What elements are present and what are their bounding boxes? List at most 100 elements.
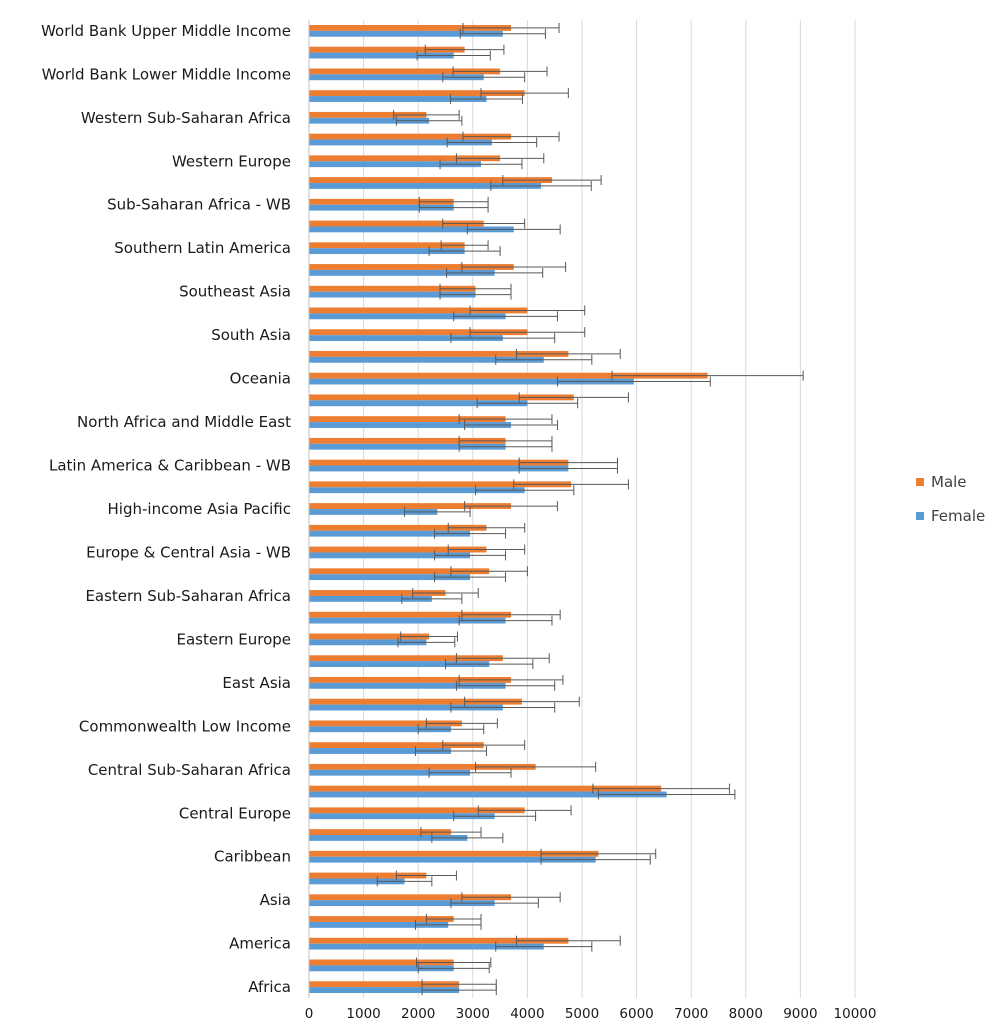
bar-female xyxy=(309,356,544,363)
error-bar-female xyxy=(476,398,579,409)
bar-female xyxy=(309,769,471,776)
bar-female xyxy=(309,943,544,950)
bar-female xyxy=(309,139,492,146)
bar-male xyxy=(309,177,552,183)
category-label: Europe & Central Asia - WB xyxy=(86,543,291,561)
error-bar-male xyxy=(464,501,558,512)
x-tick-labels: 0 1000 2000 3000 4000 5000 6000 7000 8000 9000 100… xyxy=(305,1006,877,1022)
bar-male xyxy=(309,568,490,575)
error-bar-female xyxy=(453,311,558,322)
bar-female xyxy=(309,791,667,798)
error-bar-male xyxy=(462,22,560,33)
x-tick-label: 10000 xyxy=(834,1006,877,1022)
error-bar-male xyxy=(442,218,526,229)
error-bar-male xyxy=(440,240,489,251)
bar-female xyxy=(309,595,432,602)
bar-female xyxy=(309,813,495,820)
error-bar-female xyxy=(464,420,558,431)
bar-female xyxy=(309,313,506,320)
x-tick-label: 7000 xyxy=(674,1006,708,1022)
error-bar-female xyxy=(446,137,538,148)
error-bar-female xyxy=(421,985,497,996)
category-label: Southeast Asia xyxy=(179,283,291,301)
category-label: Southern Latin America xyxy=(114,239,291,257)
x-tick-label: 0 xyxy=(305,1006,314,1022)
error-bar-male xyxy=(450,566,528,577)
category-labels: World Bank Upper Middle Income World Bank… xyxy=(41,22,291,996)
bar-male xyxy=(309,372,708,379)
error-bar-female xyxy=(395,115,463,126)
error-bar-male xyxy=(447,522,526,533)
error-bar-male xyxy=(455,153,545,164)
error-bar-female xyxy=(442,72,526,83)
bar-male xyxy=(309,829,451,835)
bar-male xyxy=(309,763,536,770)
bar-male xyxy=(309,807,525,814)
error-bar-male xyxy=(475,761,597,772)
error-bar-male xyxy=(393,109,460,120)
error-bar-female xyxy=(449,94,523,105)
category-label: South Asia xyxy=(211,326,291,344)
bar-female xyxy=(309,682,506,689)
bar-female xyxy=(309,400,528,407)
x-tick-label: 6000 xyxy=(619,1006,653,1022)
error-bar-female xyxy=(417,963,490,974)
bar-female xyxy=(309,248,465,255)
bar-female xyxy=(309,530,471,537)
bar-female xyxy=(309,748,451,754)
bar-female xyxy=(309,422,512,428)
error-bar-female xyxy=(414,919,482,930)
legend-swatch-male xyxy=(916,478,924,486)
bar-male xyxy=(309,198,454,205)
bar-male xyxy=(309,590,446,596)
category-label: High-income Asia Pacific xyxy=(108,500,291,518)
bar-male xyxy=(309,285,476,292)
legend-label-female: Female xyxy=(931,507,985,525)
error-bar-male xyxy=(424,44,505,55)
bar-female xyxy=(309,465,569,472)
bar-male xyxy=(309,503,512,509)
category-label: America xyxy=(229,935,291,953)
bar-female xyxy=(309,487,525,494)
error-bar-female xyxy=(459,28,546,39)
bar-male xyxy=(309,676,512,683)
error-bar-male xyxy=(515,935,621,946)
error-bar-male xyxy=(592,783,730,794)
bar-female xyxy=(309,878,405,885)
bar-male xyxy=(309,959,454,966)
error-bar-male xyxy=(464,696,580,707)
category-label: World Bank Lower Middle Income xyxy=(42,65,291,83)
category-label: Africa xyxy=(248,978,291,996)
bar-male xyxy=(309,220,484,227)
error-bar-male xyxy=(461,609,561,620)
bar-female xyxy=(309,552,471,559)
category-label: Oceania xyxy=(230,370,291,388)
bar-male xyxy=(309,655,503,662)
error-bar-male xyxy=(469,305,586,316)
bar-male xyxy=(309,850,599,857)
bar-female xyxy=(309,96,487,102)
error-bar-male xyxy=(461,261,567,272)
bar-male xyxy=(309,329,528,336)
bar-male xyxy=(309,437,506,444)
error-bar-female xyxy=(439,159,523,170)
error-bar-male xyxy=(416,957,492,968)
bar-female xyxy=(309,704,503,711)
bar-male xyxy=(309,350,569,357)
category-label: Central Europe xyxy=(179,804,291,822)
category-label: Eastern Sub-Saharan Africa xyxy=(85,587,291,605)
bar-male xyxy=(309,242,465,249)
bar-male xyxy=(309,916,454,922)
x-tick-label: 9000 xyxy=(783,1006,817,1022)
bar-female xyxy=(309,335,503,342)
error-bar-female xyxy=(458,441,553,452)
bar-male xyxy=(309,111,427,118)
bar-female xyxy=(309,639,427,646)
category-label: Central Sub-Saharan Africa xyxy=(88,761,291,779)
error-bar-female xyxy=(418,202,489,213)
x-tick-label: 8000 xyxy=(729,1006,763,1022)
x-tick-label: 1000 xyxy=(346,1006,380,1022)
error-bar-male xyxy=(469,327,586,338)
bar-female xyxy=(309,204,454,211)
